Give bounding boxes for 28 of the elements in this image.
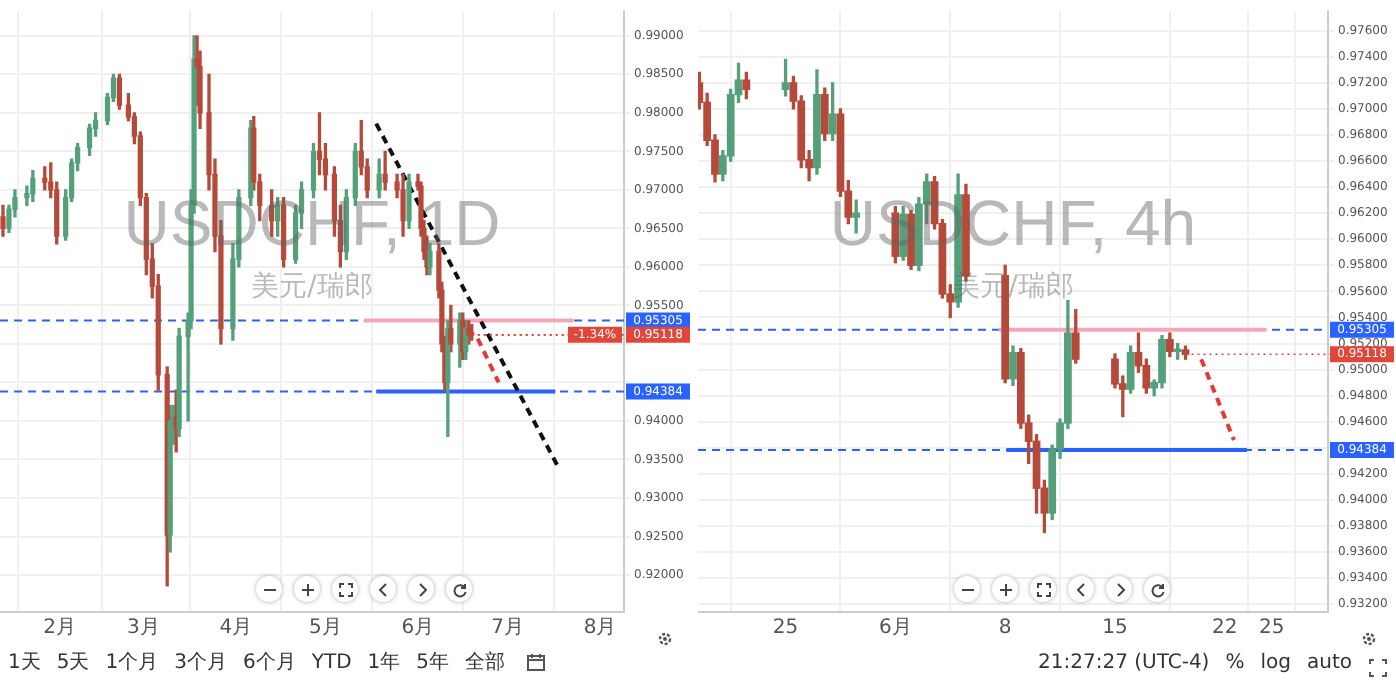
text: 3个月 [174, 650, 227, 676]
text: 全部 [465, 649, 506, 676]
text: auto [1306, 651, 1352, 673]
text: 1天 [8, 650, 41, 676]
x-tick-label: 5月 [309, 617, 342, 640]
x-tick-label: 25 [772, 617, 799, 640]
x-tick-label: 8月 [583, 617, 617, 640]
text: 6个月 [243, 650, 296, 676]
x-tick-label: 3月 [126, 617, 160, 640]
text: 1个月 [105, 650, 159, 676]
x-tick-label: 6月 [878, 617, 912, 640]
text: YTD [311, 651, 352, 673]
x-tick-label: 22 [1212, 617, 1238, 640]
candlestick [382, 150, 388, 191]
x-tick-label: 25 [1259, 617, 1285, 640]
text: 美元/瑞郎 [251, 270, 373, 303]
x-tick-label: 8 [998, 617, 1012, 640]
x-tick-label: 15 [1102, 617, 1128, 640]
x-tick-label: 7月 [491, 617, 524, 640]
x-tick-label: 2月 [43, 617, 77, 640]
text: 5年 [416, 650, 450, 676]
text: 21:27:27 (UTC-4) [1038, 651, 1210, 673]
text: % [1225, 651, 1245, 673]
text: 1年 [367, 650, 401, 676]
x-tick-label: 4月 [219, 617, 253, 640]
text: 5天 [56, 650, 90, 676]
text: log [1260, 651, 1291, 673]
x-tick-label: 6月 [401, 617, 435, 640]
